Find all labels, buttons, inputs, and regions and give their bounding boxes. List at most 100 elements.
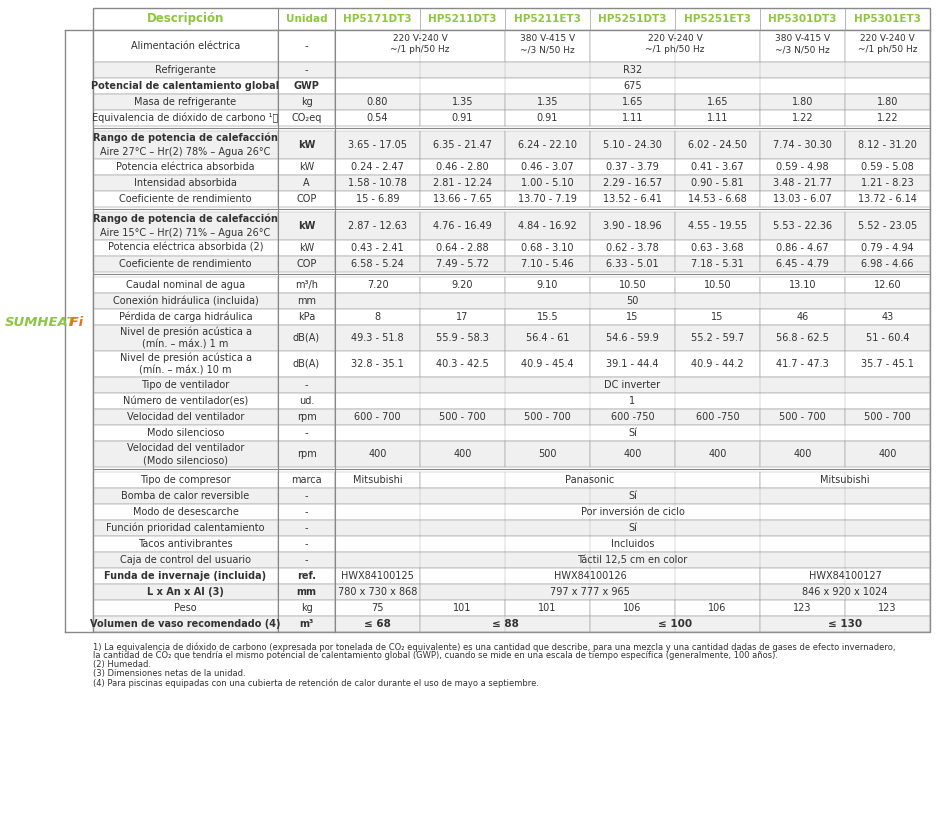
Text: 5.52 - 23.05: 5.52 - 23.05 [858,221,918,231]
Text: -: - [305,491,308,501]
Text: 4.55 - 19.55: 4.55 - 19.55 [688,221,747,231]
Text: 0.68 - 3.10: 0.68 - 3.10 [521,243,573,253]
Text: ref.: ref. [297,571,316,581]
Text: 101: 101 [538,603,556,613]
Text: 7.74 - 30.30: 7.74 - 30.30 [773,140,832,150]
Bar [760,351,845,377]
Text: 1.00 - 5.10: 1.00 - 5.10 [521,178,573,188]
Text: (4) Para piscinas equipadas con una cubierta de retención de calor durante el us: (4) Para piscinas equipadas con una cubi… [93,678,539,687]
Bar [505,351,590,377]
Text: (Modo silencioso): (Modo silencioso) [143,456,228,466]
Text: 13.10: 13.10 [788,280,817,290]
Text: -: - [305,523,308,533]
Text: ~/3 N/50 Hz: ~/3 N/50 Hz [521,46,575,55]
Text: 15 - 6.89: 15 - 6.89 [356,194,399,204]
Text: 6.58 - 5.24: 6.58 - 5.24 [351,259,404,269]
Text: Velocidad del ventilador: Velocidad del ventilador [126,412,244,422]
Text: Equivalencia de dióxido de carbono ¹⧠: Equivalencia de dióxido de carbono ¹⧠ [92,113,279,123]
Bar [278,78,335,94]
Text: 41.7 - 47.3: 41.7 - 47.3 [776,359,829,369]
Bar [335,240,420,256]
Bar [278,520,335,536]
Text: 1.80: 1.80 [792,97,813,107]
Bar [675,175,760,191]
Text: Modo de desescarche: Modo de desescarche [133,507,239,517]
Bar [760,600,845,616]
Bar [278,568,335,584]
Text: 2.81 - 12.24: 2.81 - 12.24 [433,178,492,188]
Text: ≤ 100: ≤ 100 [658,619,692,629]
Bar [590,131,675,159]
Text: Rango de potencia de calefacción: Rango de potencia de calefacción [93,214,278,224]
Text: mm: mm [297,296,316,306]
Text: 500 - 700: 500 - 700 [779,412,826,422]
Bar [505,175,590,191]
Text: 8.12 - 31.20: 8.12 - 31.20 [858,140,917,150]
Text: 400: 400 [878,449,897,459]
Bar [93,425,278,441]
Bar [675,441,760,467]
Bar [420,309,505,325]
Bar [675,191,760,207]
Text: 39.1 - 44.4: 39.1 - 44.4 [606,359,659,369]
Text: m³: m³ [299,619,314,629]
Bar [93,393,278,409]
Bar [590,94,675,110]
Bar [93,488,278,504]
Text: kW: kW [298,221,315,231]
Text: 6.35 - 21.47: 6.35 - 21.47 [433,140,492,150]
Text: Por inversión de ciclo: Por inversión de ciclo [581,507,685,517]
Bar [420,8,505,30]
Text: 51 - 60.4: 51 - 60.4 [866,333,909,343]
Bar [590,351,675,377]
Bar [845,600,930,616]
Bar [278,191,335,207]
Bar [335,110,420,126]
Bar [420,191,505,207]
Text: Rango de potencia de calefacción: Rango de potencia de calefacción [93,133,278,144]
Text: HP5301DT3: HP5301DT3 [769,14,836,24]
Text: Aire 27°C – Hr(2) 78% – Agua 26°C: Aire 27°C – Hr(2) 78% – Agua 26°C [100,147,271,157]
Bar [335,62,930,78]
Bar [420,94,505,110]
Bar [845,441,930,467]
Text: 0.80: 0.80 [367,97,389,107]
Text: la cantidad de CO₂ que tendría el mismo potencial de calentamiento global (GWP),: la cantidad de CO₂ que tendría el mismo … [93,651,778,660]
Text: -: - [305,41,308,51]
Bar [335,159,420,175]
Text: 8: 8 [374,312,381,322]
Text: Potencia eléctrica absorbida (2): Potencia eléctrica absorbida (2) [108,243,263,253]
Bar [845,309,930,325]
Bar [760,131,845,159]
Text: Masa de refrigerante: Masa de refrigerante [135,97,237,107]
Bar [675,409,760,425]
Bar [505,441,590,467]
Bar [760,568,930,584]
Text: 35.7 - 45.1: 35.7 - 45.1 [861,359,914,369]
Text: HWX84100125: HWX84100125 [341,571,414,581]
Bar [590,175,675,191]
Text: Sí: Sí [628,428,637,438]
Text: 380 V-415 V: 380 V-415 V [775,35,830,43]
Text: 500: 500 [538,449,556,459]
Bar [278,377,335,393]
Bar [278,552,335,568]
Bar [278,94,335,110]
Text: 0.91: 0.91 [452,113,473,123]
Bar [93,131,278,159]
Text: 40.3 - 42.5: 40.3 - 42.5 [436,359,488,369]
Text: Caja de control del usuario: Caja de control del usuario [120,555,251,565]
Text: -: - [305,380,308,390]
Text: 0.90 - 5.81: 0.90 - 5.81 [691,178,744,188]
Bar [335,441,420,467]
Text: 0.24 - 2.47: 0.24 - 2.47 [351,162,404,172]
Bar [335,325,420,351]
Bar [335,393,930,409]
Bar [760,584,930,600]
Bar [335,30,505,62]
Text: Aire 15°C – Hr(2) 71% – Agua 26°C: Aire 15°C – Hr(2) 71% – Agua 26°C [100,228,271,238]
Text: 6.24 - 22.10: 6.24 - 22.10 [518,140,577,150]
Bar [93,377,278,393]
Text: 13.52 - 6.41: 13.52 - 6.41 [604,194,662,204]
Text: kg: kg [301,603,312,613]
